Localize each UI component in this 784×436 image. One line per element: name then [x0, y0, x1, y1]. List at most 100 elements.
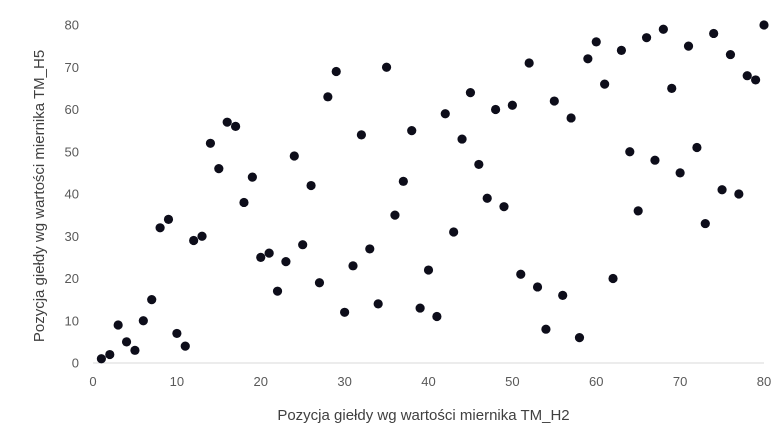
data-point — [499, 202, 509, 212]
data-point — [558, 290, 568, 300]
data-point — [692, 142, 702, 153]
data-point — [415, 303, 425, 313]
data-point — [734, 189, 744, 199]
data-point — [298, 240, 308, 250]
data-point — [180, 341, 190, 351]
y-axis-ticks: 0 10 20 30 40 50 60 70 80 — [65, 18, 79, 371]
y-tick-label: 50 — [65, 144, 79, 159]
x-tick-label: 10 — [170, 374, 184, 389]
data-point — [264, 248, 274, 258]
data-point — [583, 54, 593, 64]
data-point — [407, 126, 417, 136]
data-point — [96, 354, 106, 364]
data-point — [742, 71, 752, 81]
data-point — [633, 206, 643, 216]
data-point — [281, 257, 291, 267]
data-point — [105, 349, 115, 360]
x-axis-ticks: 0 10 20 30 40 50 60 70 80 — [89, 374, 771, 389]
data-point — [625, 147, 635, 157]
data-point — [373, 299, 383, 309]
data-point — [566, 113, 576, 123]
data-point — [751, 75, 761, 85]
data-point — [709, 28, 719, 39]
x-tick-label: 70 — [673, 374, 687, 389]
x-tick-label: 0 — [89, 374, 96, 389]
data-point — [163, 214, 174, 224]
x-tick-label: 30 — [337, 374, 351, 389]
data-point — [574, 333, 585, 343]
data-point — [440, 109, 450, 119]
data-point — [616, 45, 627, 55]
data-point — [147, 295, 157, 305]
data-point — [717, 185, 727, 195]
data-point — [356, 130, 366, 140]
data-point — [230, 121, 241, 131]
data-point — [390, 210, 400, 220]
data-point — [549, 96, 559, 106]
y-tick-label: 40 — [65, 187, 79, 202]
data-point — [205, 138, 216, 148]
x-tick-label: 40 — [421, 374, 435, 389]
data-point — [398, 176, 408, 186]
data-point — [423, 265, 434, 275]
data-point — [667, 83, 677, 93]
data-point — [449, 227, 459, 237]
data-point — [465, 88, 476, 98]
data-point — [113, 320, 123, 330]
data-point — [130, 345, 140, 355]
data-point — [172, 328, 182, 339]
data-point — [314, 278, 325, 288]
data-point — [591, 37, 601, 47]
data-point — [323, 92, 333, 102]
data-points — [96, 20, 769, 364]
data-point — [658, 24, 668, 34]
data-point — [641, 33, 652, 43]
data-point — [457, 134, 467, 144]
x-tick-label: 80 — [757, 374, 771, 389]
data-point — [516, 269, 526, 279]
data-point — [222, 117, 232, 127]
y-axis-title: Pozycja giełdy wg wartości miernika TM_H… — [31, 50, 48, 342]
data-point — [650, 155, 660, 165]
x-tick-label: 60 — [589, 374, 603, 389]
data-point — [491, 104, 501, 115]
data-point — [121, 337, 132, 347]
y-tick-label: 10 — [65, 313, 79, 328]
data-point — [507, 100, 517, 110]
data-point — [725, 49, 736, 60]
data-point — [432, 311, 442, 322]
data-point — [256, 252, 266, 262]
data-point — [474, 159, 484, 170]
data-point — [381, 62, 392, 72]
data-point — [340, 307, 350, 317]
data-point — [189, 235, 199, 246]
y-tick-label: 80 — [65, 18, 79, 33]
data-point — [683, 41, 694, 51]
y-tick-label: 0 — [72, 356, 79, 371]
data-point — [155, 223, 165, 233]
y-tick-label: 20 — [65, 271, 79, 286]
data-point — [365, 244, 375, 254]
data-point — [306, 180, 316, 191]
data-point — [247, 172, 257, 182]
data-point — [700, 218, 710, 229]
x-tick-label: 20 — [254, 374, 268, 389]
x-tick-label: 50 — [505, 374, 519, 389]
data-point — [524, 58, 534, 68]
data-point — [348, 261, 358, 271]
data-point — [482, 193, 492, 203]
data-point — [214, 164, 224, 174]
x-axis-title: Pozycja giełdy wg wartości miernika TM_H… — [277, 407, 569, 424]
data-point — [675, 168, 685, 178]
y-tick-label: 30 — [65, 229, 79, 244]
data-point — [239, 197, 249, 208]
data-point — [608, 273, 618, 284]
data-point — [759, 20, 769, 30]
data-point — [541, 324, 551, 334]
data-point — [138, 316, 148, 326]
data-point — [272, 286, 283, 296]
data-point — [532, 282, 543, 292]
y-tick-label: 70 — [65, 60, 79, 75]
